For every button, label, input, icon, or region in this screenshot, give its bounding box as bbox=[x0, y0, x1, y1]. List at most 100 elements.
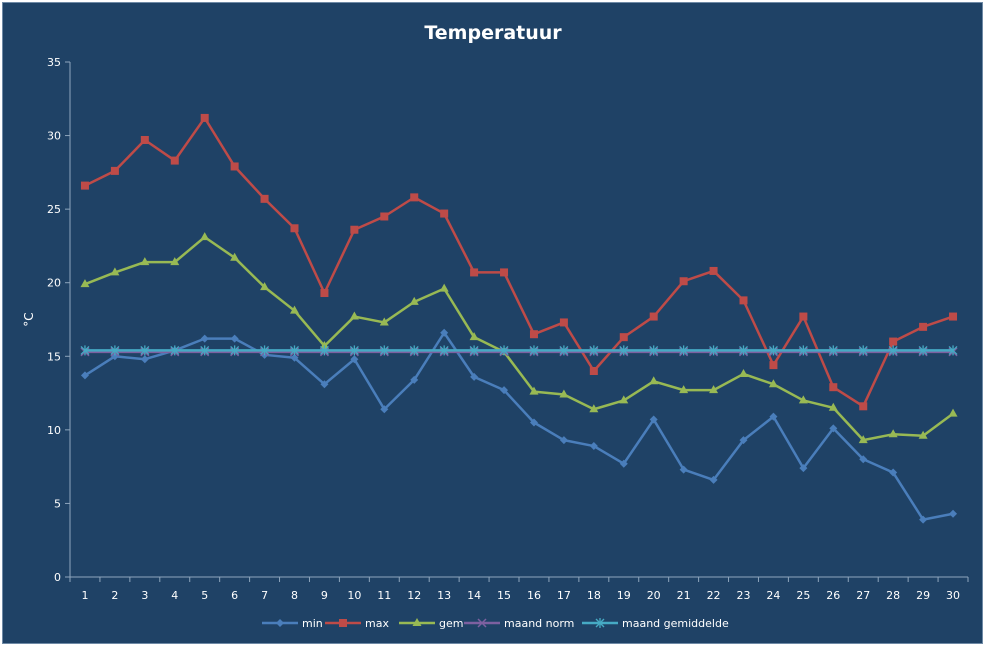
x-tick-label: 24 bbox=[766, 589, 780, 602]
data-point-max bbox=[320, 289, 329, 298]
x-tick-label: 20 bbox=[647, 589, 661, 602]
data-point-min bbox=[410, 375, 419, 384]
x-tick-label: 16 bbox=[527, 589, 541, 602]
data-point-gem bbox=[260, 282, 270, 291]
data-point-min bbox=[500, 386, 509, 395]
data-point-maand-gemiddelde bbox=[709, 345, 719, 356]
data-point-maand-gemiddelde bbox=[888, 345, 898, 356]
data-point-min bbox=[529, 418, 538, 427]
data-point-max bbox=[709, 266, 718, 275]
data-point-min bbox=[889, 468, 898, 477]
data-point-max bbox=[140, 135, 149, 144]
legend-entry-gem: gem bbox=[399, 617, 463, 630]
data-point-maand-gemiddelde bbox=[379, 345, 389, 356]
series-line-max bbox=[84, 116, 954, 408]
data-point-min bbox=[589, 442, 598, 451]
legend-label: maand gemiddelde bbox=[622, 617, 729, 630]
data-point-gem bbox=[739, 368, 748, 377]
x-tick-label: 17 bbox=[557, 589, 571, 602]
data-point-max bbox=[260, 194, 269, 203]
data-point-gem bbox=[200, 232, 210, 241]
y-tick-label: 0 bbox=[54, 571, 61, 584]
data-point-gem bbox=[619, 395, 629, 404]
data-point-max bbox=[170, 156, 179, 165]
data-point-maand-gemiddelde bbox=[529, 345, 539, 356]
series-line-gem bbox=[84, 235, 954, 442]
data-point-maand-gemiddelde bbox=[798, 345, 808, 356]
series-max bbox=[80, 113, 958, 411]
x-tick-label: 27 bbox=[856, 589, 870, 602]
data-point-gem bbox=[230, 252, 240, 261]
chart-title: Temperatuur bbox=[424, 22, 562, 44]
data-point-gem bbox=[290, 305, 299, 314]
data-point-gem bbox=[918, 430, 928, 439]
x-tick-label: 26 bbox=[826, 589, 840, 602]
data-point-max bbox=[440, 209, 449, 218]
data-point-gem bbox=[709, 385, 719, 394]
legend-label: max bbox=[365, 617, 389, 630]
data-point-gem bbox=[469, 332, 479, 341]
data-point-max bbox=[649, 312, 658, 321]
data-point-max bbox=[470, 268, 479, 277]
legend-swatch-marker bbox=[477, 618, 487, 628]
data-point-maand-gemiddelde bbox=[290, 345, 299, 356]
data-point-max bbox=[230, 162, 239, 171]
data-point-min bbox=[739, 436, 748, 445]
data-point-gem bbox=[679, 385, 689, 394]
y-tick-label: 15 bbox=[47, 350, 61, 363]
x-tick-label: 3 bbox=[141, 589, 148, 602]
data-point-maand-gemiddelde bbox=[739, 345, 748, 356]
data-point-maand-gemiddelde bbox=[110, 345, 120, 356]
data-point-min bbox=[799, 464, 808, 473]
data-point-min bbox=[619, 459, 628, 468]
data-point-maand-gemiddelde bbox=[619, 345, 629, 356]
data-point-min bbox=[649, 415, 658, 424]
data-point-maand-gemiddelde bbox=[469, 345, 479, 356]
data-point-min bbox=[200, 334, 209, 343]
x-tick-label: 11 bbox=[377, 589, 391, 602]
data-point-maand-gemiddelde bbox=[200, 345, 210, 356]
data-point-gem bbox=[379, 317, 389, 326]
x-tick-label: 25 bbox=[796, 589, 810, 602]
legend: min max gem maand norm maand gemiddelde bbox=[262, 617, 729, 630]
data-point-min bbox=[350, 355, 359, 364]
data-point-gem bbox=[439, 283, 449, 292]
series-gem bbox=[80, 232, 958, 444]
x-tick-label: 18 bbox=[587, 589, 601, 602]
x-tick-label: 21 bbox=[677, 589, 691, 602]
data-point-max bbox=[919, 322, 928, 331]
legend-swatch-marker bbox=[339, 619, 347, 627]
data-point-maand-gemiddelde bbox=[499, 345, 509, 356]
data-point-maand-gemiddelde bbox=[349, 345, 359, 356]
data-point-min bbox=[230, 334, 239, 343]
data-point-gem bbox=[110, 267, 120, 276]
legend-entry-maand-gemiddelde: maand gemiddelde bbox=[582, 617, 729, 630]
legend-label: maand norm bbox=[504, 617, 574, 630]
x-tick-label: 1 bbox=[81, 589, 88, 602]
series-maand-norm bbox=[80, 347, 958, 357]
legend-label: min bbox=[302, 617, 323, 630]
data-point-gem bbox=[529, 386, 539, 395]
y-tick-label: 20 bbox=[47, 277, 61, 290]
data-point-gem bbox=[559, 389, 569, 398]
x-tick-label: 23 bbox=[737, 589, 751, 602]
x-tick-label: 6 bbox=[231, 589, 238, 602]
data-point-min bbox=[769, 412, 778, 421]
data-point-gem bbox=[768, 379, 778, 388]
data-point-max bbox=[410, 193, 419, 202]
data-point-maand-gemiddelde bbox=[948, 345, 958, 356]
data-point-min bbox=[829, 424, 838, 433]
data-point-maand-gemiddelde bbox=[828, 345, 838, 356]
data-point-min bbox=[290, 353, 299, 362]
data-point-maand-gemiddelde bbox=[649, 345, 659, 356]
x-tick-label: 30 bbox=[946, 589, 960, 602]
data-point-max bbox=[859, 402, 868, 411]
data-point-maand-gemiddelde bbox=[170, 345, 180, 356]
legend-swatch-marker bbox=[595, 618, 605, 628]
y-tick-label: 35 bbox=[47, 56, 61, 69]
data-point-max bbox=[769, 361, 778, 370]
data-point-gem bbox=[798, 395, 808, 404]
y-tick-label: 10 bbox=[47, 424, 61, 437]
